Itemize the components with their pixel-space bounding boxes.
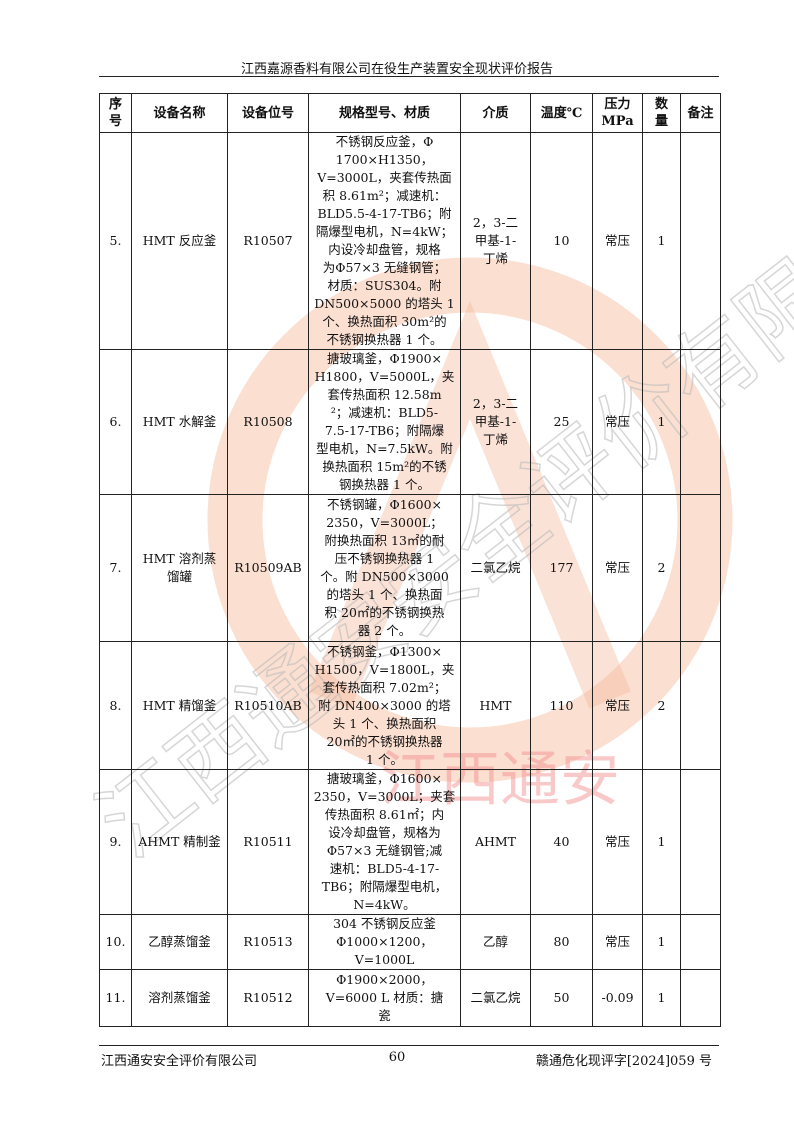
cell-qty: 2	[642, 641, 681, 770]
cell-qty: 1	[642, 349, 681, 495]
cell-name: 乙醇蒸馏釜	[131, 914, 228, 970]
cell-spec: 搪玻璃釜，Φ1600× 2350，V=3000L；夹套 传热面积 8.61㎡；内…	[308, 769, 461, 915]
cell-note	[680, 494, 721, 642]
header-col-tag: 设备位号	[227, 93, 309, 133]
cell-tag: R10511	[227, 769, 309, 915]
cell-spec: 304 不锈钢反应釜 Φ1000×1200， V=1000L	[308, 914, 461, 970]
cell-note	[680, 969, 721, 1027]
report-title: 江西嘉源香料有限公司在役生产装置安全现状评价报告	[240, 62, 553, 77]
document-number: 赣通危化现评字[2024]059 号	[535, 1054, 712, 1069]
cell-no: 9.	[99, 769, 132, 915]
cell-pressure: 常压	[592, 641, 643, 770]
cell-tag: R10512	[227, 969, 309, 1027]
header-col-medium: 介质	[460, 93, 531, 133]
cell-name: HMT 水解釜	[131, 349, 228, 495]
cell-tag: R10510AB	[227, 641, 309, 770]
header-col-no: 序 号	[99, 93, 132, 133]
header-col-temp: 温度℃	[530, 93, 593, 133]
cell-medium: 2，3-二 甲基-1- 丁烯	[460, 349, 531, 495]
cell-tag: R10508	[227, 349, 309, 495]
cell-pressure: 常压	[592, 914, 643, 970]
cell-temp: 40	[530, 769, 593, 915]
cell-pressure: 常压	[592, 769, 643, 915]
header-divider	[99, 76, 719, 77]
table-row: 9. AHMT 精制釜 R10511 搪玻璃釜，Φ1600× 2350，V=3000L…	[99, 769, 721, 915]
cell-no: 8.	[99, 641, 132, 770]
cell-note	[680, 132, 721, 350]
cell-qty: 1	[642, 769, 681, 915]
cell-spec: Φ1900×2000， V=6000 L 材质：搪 瓷	[308, 969, 461, 1027]
cell-pressure: -0.09	[592, 969, 643, 1027]
table-row: 11. 溶剂蒸馏釜 R10512 Φ1900×2000， V=6000 L 材质：搪 …	[99, 969, 721, 1027]
table-row: 7. HMT 溶剂蒸 馏罐 R10509AB 不锈钢罐，Φ1600× 2350，V=3…	[99, 494, 721, 642]
cell-medium: 2，3-二 甲基-1- 丁烯	[460, 132, 531, 350]
cell-name: 溶剂蒸馏釜	[131, 969, 228, 1027]
cell-name: HMT 精馏釜	[131, 641, 228, 770]
header-col-note: 备注	[680, 93, 721, 133]
cell-medium: 二氯乙烷	[460, 494, 531, 642]
cell-name: HMT 反应釜	[131, 132, 228, 350]
cell-temp: 25	[530, 349, 593, 495]
cell-qty: 1	[642, 132, 681, 350]
cell-no: 5.	[99, 132, 132, 350]
cell-medium: 二氯乙烷	[460, 969, 531, 1027]
cell-note	[680, 914, 721, 970]
cell-no: 6.	[99, 349, 132, 495]
cell-medium: HMT	[460, 641, 531, 770]
table-row: 8. HMT 精馏釜 R10510AB 不锈钢釜，Φ1300× H1500，V=180…	[99, 641, 721, 770]
cell-pressure: 常压	[592, 349, 643, 495]
cell-spec: 搪玻璃釜，Φ1900× H1800，V=5000L，夹 套传热面积 12.58m…	[308, 349, 461, 495]
cell-medium: 乙醇	[460, 914, 531, 970]
cell-name: AHMT 精制釜	[131, 769, 228, 915]
cell-temp: 177	[530, 494, 593, 642]
page-number: 60	[388, 1050, 406, 1065]
cell-qty: 1	[642, 969, 681, 1027]
cell-no: 11.	[99, 969, 132, 1027]
footer-divider	[99, 1045, 719, 1046]
header-col-spec: 规格型号、材质	[308, 93, 461, 133]
equipment-table: 序 号设备名称 设备位号 规格型号、材质 介质 温度℃ 压力 MPa 数 量备注 5. HMT…	[99, 93, 721, 1027]
table-row: 6. HMT 水解釜 R10508 搪玻璃釜，Φ1900× H1800，V=5000L…	[99, 349, 721, 495]
cell-temp: 10	[530, 132, 593, 350]
cell-spec: 不锈钢反应釜，Φ 1700×H1350， V=3000L，夹套传热面 积 8.6…	[308, 132, 461, 350]
cell-tag: R10513	[227, 914, 309, 970]
cell-qty: 1	[642, 914, 681, 970]
cell-note	[680, 349, 721, 495]
cell-temp: 50	[530, 969, 593, 1027]
header-col-qty: 数 量	[642, 93, 681, 133]
header-col-pressure: 压力 MPa	[592, 93, 643, 133]
cell-name: HMT 溶剂蒸 馏罐	[131, 494, 228, 642]
cell-tag: R10509AB	[227, 494, 309, 642]
cell-qty: 2	[642, 494, 681, 642]
cell-pressure: 常压	[592, 132, 643, 350]
cell-temp: 110	[530, 641, 593, 770]
cell-pressure: 常压	[592, 494, 643, 642]
cell-note	[680, 641, 721, 770]
cell-note	[680, 769, 721, 915]
cell-no: 10.	[99, 914, 132, 970]
cell-medium: AHMT	[460, 769, 531, 915]
cell-temp: 80	[530, 914, 593, 970]
cell-spec: 不锈钢釜，Φ1300× H1500，V=1800L，夹 套传热面积 7.02m²…	[308, 641, 461, 770]
header-col-name: 设备名称	[131, 93, 228, 133]
cell-no: 7.	[99, 494, 132, 642]
table-row: 10. 乙醇蒸馏釜 R10513 304 不锈钢反应釜 Φ1000×1200， V=1…	[99, 914, 721, 970]
cell-tag: R10507	[227, 132, 309, 350]
table-row: 5. HMT 反应釜 R10507 不锈钢反应釜，Φ 1700×H1350， V=30…	[99, 132, 721, 350]
cell-spec: 不锈钢罐，Φ1600× 2350，V=3000L； 附换热面积 13㎡的耐 压不…	[308, 494, 461, 642]
footer-company: 江西通安安全评价有限公司	[101, 1054, 258, 1069]
table-header-row: 序 号设备名称 设备位号 规格型号、材质 介质 温度℃ 压力 MPa 数 量备注	[99, 93, 721, 133]
